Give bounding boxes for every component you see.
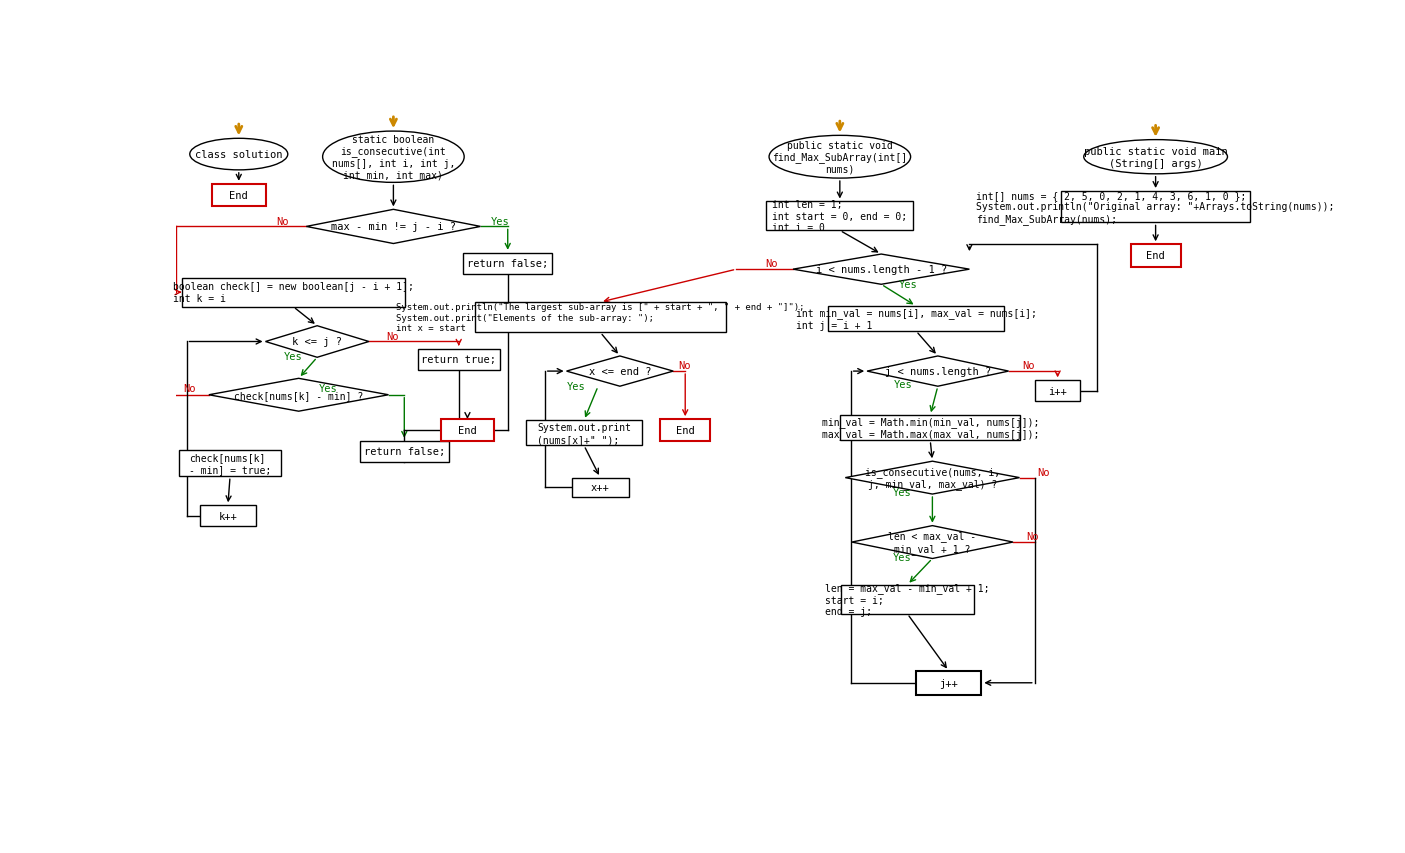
Polygon shape	[209, 379, 389, 412]
Text: No: No	[183, 384, 195, 394]
Polygon shape	[566, 357, 673, 386]
Text: Yes: Yes	[899, 279, 917, 289]
FancyBboxPatch shape	[417, 350, 500, 370]
Text: System.out.print
(nums[x]+" ");: System.out.print (nums[x]+" ");	[537, 422, 631, 444]
FancyBboxPatch shape	[360, 441, 450, 462]
Text: Yes: Yes	[892, 488, 912, 497]
Ellipse shape	[190, 139, 288, 171]
Text: x <= end ?: x <= end ?	[589, 367, 651, 377]
Text: min_val = Math.min(min_val, nums[j]);
max_val = Math.max(max_val, nums[j]);: min_val = Math.min(min_val, nums[j]); ma…	[822, 416, 1038, 440]
FancyBboxPatch shape	[178, 450, 281, 477]
Ellipse shape	[769, 136, 910, 179]
Text: Yes: Yes	[892, 552, 912, 562]
Text: return false;: return false;	[466, 259, 548, 269]
FancyBboxPatch shape	[464, 253, 552, 275]
Text: k <= j ?: k <= j ?	[292, 337, 343, 347]
Text: No: No	[1021, 361, 1034, 371]
Text: No: No	[677, 361, 690, 371]
Text: System.out.println("The largest sub-array is [" + start + ", " + end + "]");
Sys: System.out.println("The largest sub-arra…	[396, 303, 805, 333]
Text: No: No	[277, 217, 288, 226]
FancyBboxPatch shape	[1131, 245, 1180, 267]
Text: return false;: return false;	[364, 447, 445, 456]
Text: End: End	[458, 426, 476, 436]
FancyBboxPatch shape	[200, 506, 256, 526]
Text: i < nums.length - 1 ?: i < nums.length - 1 ?	[815, 264, 947, 275]
FancyBboxPatch shape	[842, 585, 974, 614]
Text: x++: x++	[592, 483, 610, 493]
Text: End: End	[1146, 251, 1165, 261]
Polygon shape	[792, 255, 969, 285]
Text: Yes: Yes	[568, 381, 586, 391]
Text: is_consecutive(nums, i,
j, min_val, max_val) ?: is_consecutive(nums, i, j, min_val, max_…	[865, 467, 1000, 490]
Text: No: No	[386, 331, 399, 341]
Text: Yes: Yes	[894, 380, 912, 390]
Text: No: No	[764, 259, 777, 269]
FancyBboxPatch shape	[212, 184, 266, 206]
FancyBboxPatch shape	[441, 420, 493, 442]
FancyBboxPatch shape	[828, 306, 1005, 332]
Text: i++: i++	[1048, 386, 1066, 397]
Text: public static void
find_Max_SubArray(int[]
nums): public static void find_Max_SubArray(int…	[773, 141, 908, 175]
Text: j++: j++	[940, 678, 958, 688]
FancyBboxPatch shape	[660, 420, 711, 442]
Text: No: No	[1026, 531, 1038, 542]
Text: j < nums.length ?: j < nums.length ?	[885, 367, 991, 377]
Text: No: No	[1037, 467, 1050, 477]
FancyBboxPatch shape	[840, 415, 1020, 441]
Text: End: End	[676, 426, 694, 436]
Text: Yes: Yes	[319, 384, 339, 394]
Text: k++: k++	[219, 511, 237, 521]
Text: Yes: Yes	[284, 351, 302, 362]
Polygon shape	[306, 210, 481, 244]
Text: int min_val = nums[i], max_val = nums[i];
int j = i + 1: int min_val = nums[i], max_val = nums[i]…	[795, 308, 1037, 330]
Text: class solution: class solution	[195, 150, 282, 160]
FancyBboxPatch shape	[1061, 192, 1250, 223]
Text: int[] nums = { 2, 5, 0, 2, 1, 4, 3, 6, 1, 0 };
System.out.println("Original arra: int[] nums = { 2, 5, 0, 2, 1, 4, 3, 6, 1…	[976, 190, 1335, 224]
Polygon shape	[846, 461, 1020, 495]
Polygon shape	[867, 357, 1009, 386]
Text: Yes: Yes	[490, 217, 510, 226]
Text: len = max_val - min_val + 1;
start = i;
end = j;: len = max_val - min_val + 1; start = i; …	[825, 583, 989, 617]
FancyBboxPatch shape	[572, 478, 628, 498]
FancyBboxPatch shape	[527, 421, 642, 446]
FancyBboxPatch shape	[766, 202, 913, 231]
Text: boolean check[] = new boolean[j - i + 1];
int k = i: boolean check[] = new boolean[j - i + 1]…	[173, 282, 413, 304]
Text: public static void main
(String[] args): public static void main (String[] args)	[1083, 147, 1228, 168]
Text: return true;: return true;	[422, 355, 496, 365]
Text: check[nums[k]
- min] = true;: check[nums[k] - min] = true;	[188, 453, 271, 474]
FancyBboxPatch shape	[1034, 380, 1080, 402]
Text: int len = 1;
int start = 0, end = 0;
int i = 0: int len = 1; int start = 0, end = 0; int…	[773, 200, 908, 233]
Text: static boolean
is_consecutive(int
nums[], int i, int j,
int min, int max): static boolean is_consecutive(int nums[]…	[332, 135, 455, 180]
Ellipse shape	[1083, 141, 1228, 175]
Text: check[nums[k] - min] ?: check[nums[k] - min] ?	[235, 391, 364, 400]
FancyBboxPatch shape	[181, 278, 405, 307]
Ellipse shape	[323, 132, 464, 183]
Polygon shape	[266, 327, 370, 358]
Text: max - min != j - i ?: max - min != j - i ?	[332, 222, 455, 232]
FancyBboxPatch shape	[916, 671, 982, 695]
Text: len < max_val -
min_val + 1 ?: len < max_val - min_val + 1 ?	[888, 531, 976, 554]
Polygon shape	[851, 526, 1013, 559]
FancyBboxPatch shape	[475, 303, 725, 333]
Text: End: End	[229, 190, 249, 200]
